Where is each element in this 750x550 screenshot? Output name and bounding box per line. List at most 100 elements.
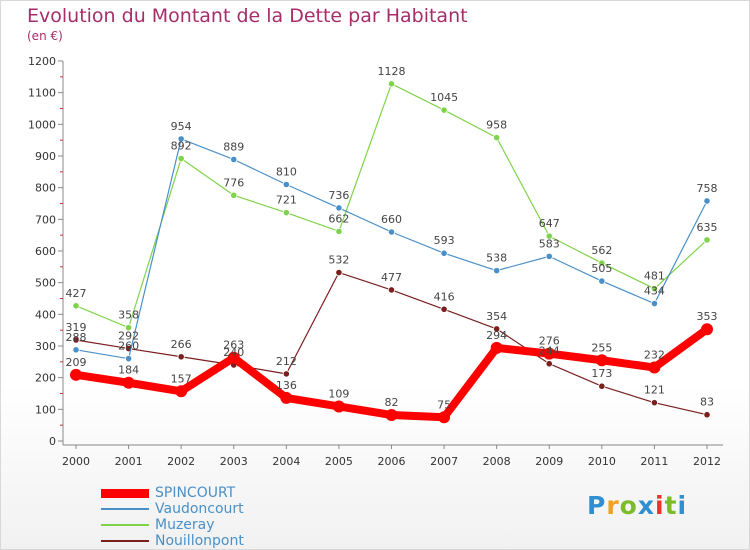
data-point bbox=[124, 324, 133, 332]
data-point bbox=[230, 155, 238, 164]
data-point bbox=[175, 385, 188, 398]
legend-item-vaudoncourt: Vaudoncourt bbox=[101, 501, 244, 517]
x-tick-label: 2002 bbox=[167, 455, 195, 468]
data-label: 358 bbox=[118, 309, 139, 322]
data-label: 294 bbox=[486, 329, 507, 342]
data-point bbox=[72, 302, 80, 310]
data-label: 583 bbox=[539, 237, 560, 250]
proxiti-logo: Proxiti bbox=[587, 491, 688, 520]
y-tick-label: 400 bbox=[35, 308, 56, 321]
data-label: 481 bbox=[644, 270, 665, 283]
data-point bbox=[335, 227, 343, 235]
data-point bbox=[650, 399, 659, 407]
data-label: 83 bbox=[700, 396, 714, 409]
y-tick-label: 800 bbox=[35, 182, 56, 195]
y-tick-label: 200 bbox=[35, 372, 56, 385]
data-point bbox=[335, 268, 343, 277]
data-label: 319 bbox=[66, 321, 87, 334]
y-tick-label: 1000 bbox=[28, 118, 56, 131]
data-label: 109 bbox=[328, 387, 349, 400]
x-tick-label: 2006 bbox=[378, 455, 406, 468]
data-label: 244 bbox=[539, 345, 560, 358]
data-label: 889 bbox=[223, 140, 244, 153]
legend-label-vaudoncourt: Vaudoncourt bbox=[155, 501, 244, 517]
data-point bbox=[703, 197, 711, 205]
x-tick-label: 2003 bbox=[220, 455, 248, 468]
data-label: 562 bbox=[591, 244, 612, 257]
data-point bbox=[177, 353, 185, 361]
data-label: 240 bbox=[223, 346, 244, 359]
legend: SPINCOURT Vaudoncourt Muzeray Nouillonpo… bbox=[101, 485, 244, 549]
data-label: 776 bbox=[223, 176, 244, 189]
data-label: 538 bbox=[486, 252, 507, 265]
x-tick-label: 2005 bbox=[325, 455, 353, 468]
data-point bbox=[72, 346, 80, 354]
x-tick-label: 2010 bbox=[588, 455, 616, 468]
legend-swatch-spincourt bbox=[101, 488, 149, 498]
data-label: 82 bbox=[385, 396, 399, 409]
data-label: 212 bbox=[276, 355, 297, 368]
legend-item-muzeray: Muzeray bbox=[101, 517, 244, 533]
data-label: 721 bbox=[276, 194, 297, 207]
data-point bbox=[124, 355, 133, 363]
data-label: 736 bbox=[328, 189, 349, 202]
data-point bbox=[335, 204, 343, 212]
data-point bbox=[701, 323, 713, 336]
data-label: 263 bbox=[223, 339, 244, 352]
data-label: 353 bbox=[697, 310, 718, 323]
y-tick-label: 600 bbox=[35, 245, 56, 258]
data-point bbox=[493, 325, 501, 333]
data-point bbox=[490, 341, 503, 354]
legend-item-spincourt: SPINCOURT bbox=[101, 485, 244, 501]
data-label: 354 bbox=[486, 310, 507, 323]
data-label: 954 bbox=[171, 120, 192, 133]
data-point bbox=[387, 80, 396, 88]
data-point bbox=[230, 191, 238, 199]
data-label: 647 bbox=[539, 217, 560, 230]
data-point bbox=[545, 360, 553, 368]
data-label: 427 bbox=[66, 287, 87, 300]
legend-item-nouillonpont: Nouillonpont bbox=[101, 533, 244, 549]
data-label: 662 bbox=[328, 212, 349, 225]
x-tick-label: 2008 bbox=[483, 455, 511, 468]
data-point bbox=[72, 336, 80, 344]
data-label: 505 bbox=[591, 262, 612, 275]
legend-label-spincourt: SPINCOURT bbox=[155, 485, 236, 501]
data-label: 184 bbox=[118, 364, 139, 377]
data-label: 292 bbox=[118, 330, 139, 343]
data-label: 75 bbox=[437, 398, 451, 411]
data-label: 635 bbox=[697, 221, 718, 234]
data-label: 255 bbox=[591, 341, 612, 354]
data-label: 416 bbox=[434, 290, 455, 303]
data-point bbox=[648, 361, 661, 374]
data-label: 660 bbox=[381, 213, 402, 226]
x-tick-label: 2011 bbox=[640, 455, 668, 468]
x-tick-label: 2012 bbox=[693, 455, 721, 468]
x-tick-label: 2009 bbox=[535, 455, 563, 468]
data-label: 810 bbox=[276, 166, 297, 179]
data-point bbox=[177, 135, 185, 143]
data-point bbox=[598, 382, 606, 390]
y-tick-label: 100 bbox=[35, 403, 56, 416]
data-point bbox=[545, 232, 553, 240]
y-tick-label: 700 bbox=[35, 213, 56, 226]
data-label: 136 bbox=[276, 379, 297, 392]
data-label: 260 bbox=[118, 340, 139, 353]
data-label: 209 bbox=[66, 356, 87, 369]
data-point bbox=[387, 286, 396, 294]
legend-label-muzeray: Muzeray bbox=[155, 517, 215, 533]
data-label: 157 bbox=[171, 372, 192, 385]
legend-swatch-nouillonpont bbox=[101, 540, 149, 542]
data-label: 758 bbox=[697, 182, 718, 195]
data-label: 266 bbox=[171, 338, 192, 351]
data-label: 477 bbox=[381, 271, 402, 284]
data-point bbox=[650, 285, 659, 293]
series-line-vaudoncourt bbox=[75, 138, 708, 360]
data-label: 532 bbox=[328, 254, 349, 267]
data-point bbox=[493, 267, 501, 275]
data-point bbox=[282, 370, 290, 378]
y-tick-label: 500 bbox=[35, 277, 56, 290]
data-point bbox=[282, 180, 290, 189]
